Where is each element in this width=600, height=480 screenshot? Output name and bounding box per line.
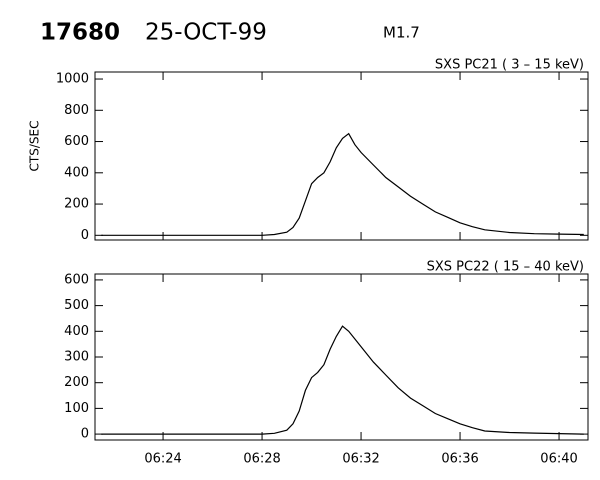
y-tick-label: 500 bbox=[64, 298, 89, 313]
y-tick-label: 400 bbox=[64, 165, 89, 180]
event-date: 25-OCT-99 bbox=[145, 20, 267, 46]
x-tick-label: 06:28 bbox=[243, 452, 280, 467]
light-curve bbox=[101, 132, 584, 236]
y-tick-label: 0 bbox=[81, 427, 89, 442]
x-tick-label: 06:36 bbox=[441, 452, 478, 467]
x-tick-label: 06:40 bbox=[540, 452, 577, 467]
y-tick-label: 100 bbox=[64, 401, 89, 416]
y-tick-label: 200 bbox=[64, 375, 89, 390]
light-curve bbox=[101, 325, 584, 435]
y-tick-label: 800 bbox=[64, 103, 89, 118]
y-tick-label: 600 bbox=[64, 272, 89, 287]
plot-frame bbox=[94, 71, 589, 241]
y-axis-label: CTS/SEC bbox=[28, 121, 42, 172]
y-tick-label: 200 bbox=[64, 197, 89, 212]
event-id: 17680 bbox=[40, 20, 120, 46]
panel-title: SXS PC21 ( 3 – 15 keV) bbox=[435, 58, 584, 73]
flare-class: M1.7 bbox=[383, 24, 420, 42]
y-tick-label: 600 bbox=[64, 134, 89, 149]
y-tick-label: 300 bbox=[64, 350, 89, 365]
y-tick-label: 400 bbox=[64, 324, 89, 339]
panel-title: SXS PC22 ( 15 – 40 keV) bbox=[427, 260, 584, 275]
y-tick-label: 0 bbox=[81, 228, 89, 243]
x-tick-label: 06:32 bbox=[342, 452, 379, 467]
y-tick-label: 1000 bbox=[56, 72, 89, 87]
x-tick-label: 06:24 bbox=[144, 452, 181, 467]
